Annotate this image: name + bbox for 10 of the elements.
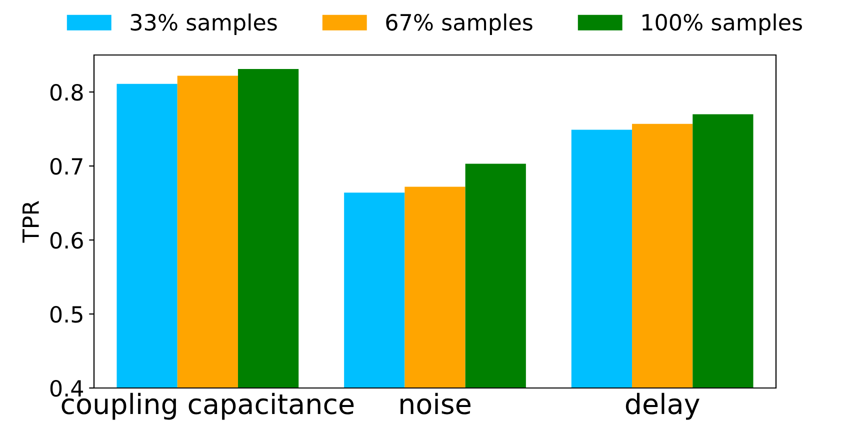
y-axis-title: TPR bbox=[22, 200, 39, 243]
legend-label: 33% samples bbox=[130, 13, 277, 35]
y-tick-label: 0.5 bbox=[50, 306, 82, 323]
y-tick-label: 0.6 bbox=[50, 232, 83, 249]
x-tick-label: delay bbox=[626, 392, 700, 420]
y-tick-label: 0.8 bbox=[50, 84, 83, 101]
y-tick-label: 0.7 bbox=[50, 158, 82, 175]
legend-label: 67% samples bbox=[386, 13, 532, 35]
x-tick-label: noise bbox=[400, 392, 470, 414]
legend-label: 100% samples bbox=[642, 13, 802, 35]
